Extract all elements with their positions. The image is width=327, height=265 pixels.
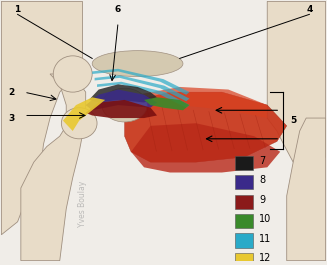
Text: 9: 9 (259, 195, 265, 205)
Polygon shape (95, 75, 189, 101)
FancyBboxPatch shape (235, 175, 253, 189)
FancyBboxPatch shape (235, 253, 253, 265)
Text: 2: 2 (8, 88, 14, 97)
Text: Yves Boulay: Yves Boulay (78, 180, 87, 227)
Polygon shape (144, 97, 189, 110)
Text: 5: 5 (290, 116, 296, 125)
Text: 11: 11 (259, 234, 271, 244)
Polygon shape (267, 1, 326, 170)
Polygon shape (125, 87, 267, 118)
FancyBboxPatch shape (235, 195, 253, 209)
FancyBboxPatch shape (235, 156, 253, 170)
Polygon shape (86, 90, 157, 110)
Text: 7: 7 (259, 156, 266, 166)
FancyBboxPatch shape (235, 214, 253, 228)
Polygon shape (125, 92, 287, 162)
Text: 8: 8 (259, 175, 265, 185)
Text: 6: 6 (115, 5, 121, 14)
Polygon shape (89, 84, 157, 103)
Ellipse shape (102, 88, 147, 122)
Polygon shape (97, 82, 189, 108)
Polygon shape (86, 100, 157, 118)
Polygon shape (92, 69, 189, 95)
Polygon shape (287, 118, 326, 261)
Text: 4: 4 (306, 5, 313, 14)
Polygon shape (131, 123, 280, 173)
Text: 10: 10 (259, 214, 271, 224)
Text: 3: 3 (8, 114, 14, 122)
Ellipse shape (92, 51, 183, 77)
Polygon shape (63, 97, 105, 131)
Ellipse shape (53, 56, 92, 92)
Text: 12: 12 (259, 253, 271, 263)
Ellipse shape (61, 108, 97, 139)
Text: 1: 1 (14, 5, 21, 14)
Polygon shape (1, 1, 82, 235)
FancyBboxPatch shape (235, 233, 253, 248)
Polygon shape (21, 74, 86, 261)
